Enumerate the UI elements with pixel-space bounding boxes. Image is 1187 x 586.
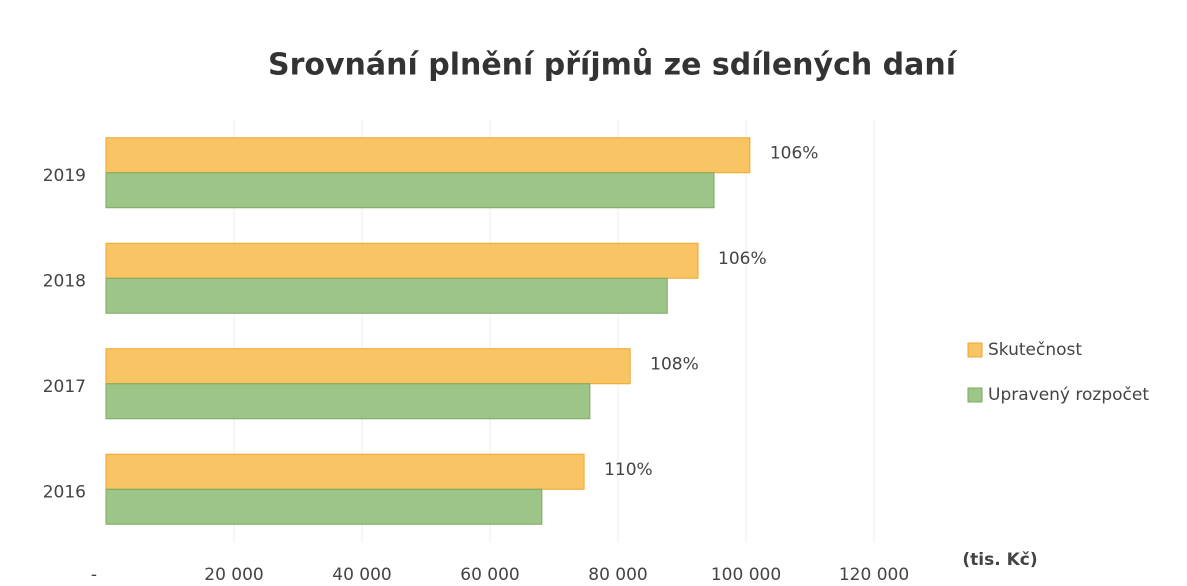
bar (105, 383, 591, 420)
x-tick-label: 20 000 (204, 565, 263, 585)
legend-label: Upravený rozpočet (988, 385, 1149, 405)
x-tick-label: 80 000 (588, 565, 647, 585)
bar (105, 348, 631, 385)
bar (105, 172, 715, 209)
bar (105, 242, 699, 279)
x-tick-label: 40 000 (332, 565, 391, 585)
y-tick-label: 2018 (43, 271, 86, 291)
y-tick-label: 2016 (43, 482, 86, 502)
x-tick-label: 100 000 (711, 565, 781, 585)
x-tick-label: 120 000 (839, 565, 909, 585)
x-axis-label: (tis. Kč) (962, 550, 1037, 570)
annotation: 108% (650, 354, 699, 374)
bar (105, 488, 543, 525)
bar (105, 277, 668, 314)
bar (105, 137, 751, 174)
annotation: 106% (770, 143, 819, 163)
legend-label: Skutečnost (988, 340, 1082, 360)
annotation: 110% (604, 460, 653, 480)
legend-swatch (967, 387, 983, 403)
y-tick-label: 2019 (43, 166, 86, 186)
bar (105, 453, 585, 490)
annotation: 106% (718, 249, 767, 269)
x-tick-label: 60 000 (460, 565, 519, 585)
chart-title: Srovnání plnění příjmů ze sdílených daní (268, 47, 958, 83)
legend-swatch (967, 342, 983, 358)
y-tick-label: 2017 (43, 377, 86, 397)
x-tick-label: - (91, 565, 97, 585)
